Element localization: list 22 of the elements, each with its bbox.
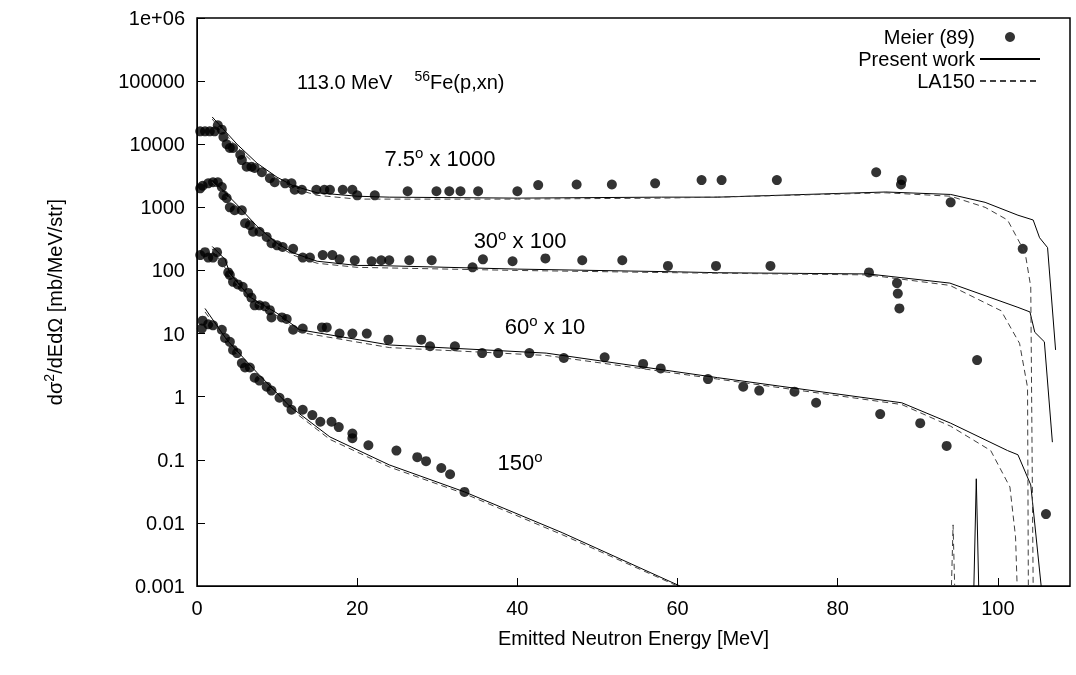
y-tick-label: 0.01 (146, 511, 185, 534)
y-tick-label: 0.001 (134, 575, 185, 597)
x-tick-label: 0 (191, 597, 203, 619)
y-tick-label: 100 (151, 259, 185, 282)
y-tick-label: 10 (162, 322, 185, 345)
x-tick-label: 40 (506, 597, 529, 619)
x-tick-label: 60 (666, 597, 689, 619)
legend-label: Present work (858, 48, 976, 70)
y-tick-label: 1e+06 (128, 7, 185, 29)
x-axis-title: Emitted Neutron Energy [MeV] (497, 627, 770, 649)
y-tick-label: 10000 (129, 133, 185, 156)
y-tick-label: 0.1 (157, 448, 185, 471)
x-tick-label: 20 (346, 597, 369, 619)
y-tick-label: 100000 (118, 70, 185, 93)
legend-label: LA150 (917, 70, 975, 92)
y-tick-label: 1000 (140, 196, 185, 219)
y-tick-label: 1 (173, 385, 185, 408)
y-axis-title: dσ2/dEdΩ [mb/MeV/str] (41, 198, 66, 406)
legend-label: Meier (89) (883, 26, 975, 48)
line-series (211, 116, 1057, 351)
x-tick-label: 80 (826, 597, 849, 619)
x-tick-label: 100 (981, 597, 1015, 619)
